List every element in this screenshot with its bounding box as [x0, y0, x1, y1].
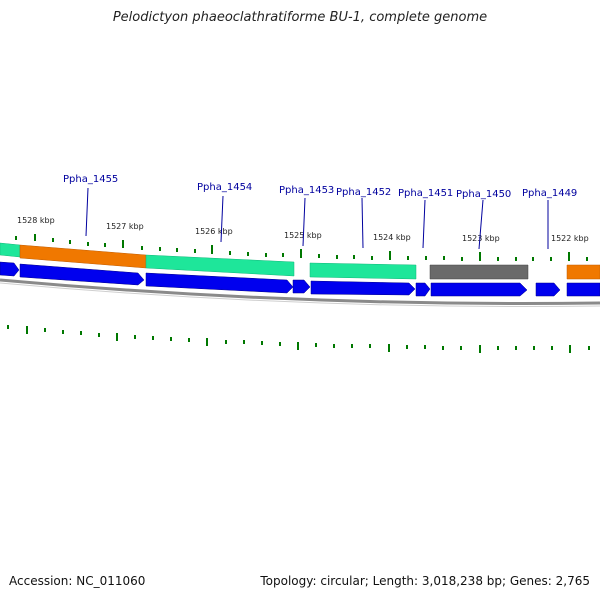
- gene-arrow[interactable]: [415, 282, 431, 297]
- kbp-label: 1525 kbp: [284, 231, 322, 240]
- kbp-label: 1524 kbp: [373, 233, 411, 242]
- gene-callouts: [85, 187, 549, 250]
- gene-label-ppha-1452[interactable]: Ppha_1452: [336, 187, 391, 198]
- gene-label-ppha-1451[interactable]: Ppha_1451: [398, 188, 453, 199]
- callout-line: [85, 187, 89, 237]
- feature-green[interactable]: [145, 254, 295, 277]
- topology-text: Topology: circular; Length: 3,018,238 bp…: [260, 574, 590, 588]
- kbp-labels: 1528 kbp 1527 kbp 1526 kbp 1525 kbp 1524…: [17, 216, 589, 243]
- gene-label-ppha-1454[interactable]: Ppha_1454: [197, 182, 252, 193]
- callout-line: [220, 195, 224, 243]
- feature-green[interactable]: [0, 242, 21, 258]
- gene-arrow[interactable]: [145, 272, 294, 294]
- kbp-label: 1523 kbp: [462, 234, 500, 243]
- callout-line: [422, 199, 426, 249]
- lower-tick-row: [7, 325, 590, 353]
- feature-gray[interactable]: [429, 264, 529, 280]
- gene-arrow[interactable]: [19, 263, 145, 286]
- genome-title: Pelodictyon phaeoclathratiforme BU-1, co…: [112, 10, 488, 25]
- gene-labels: Ppha_1455 Ppha_1454 Ppha_1453 Ppha_1452 …: [63, 174, 577, 200]
- gene-arrow[interactable]: [535, 282, 561, 297]
- kbp-label: 1526 kbp: [195, 227, 233, 236]
- gene-label-ppha-1453[interactable]: Ppha_1453: [279, 185, 334, 196]
- callout-line: [361, 197, 364, 249]
- gene-label-ppha-1455[interactable]: Ppha_1455: [63, 174, 118, 185]
- gene-arrow[interactable]: [0, 261, 20, 277]
- gene-arrow[interactable]: [430, 282, 528, 297]
- kbp-label: 1528 kbp: [17, 216, 55, 225]
- upper-tick-row: [15, 234, 588, 261]
- feature-orange[interactable]: [19, 244, 147, 269]
- accession-text: Accession: NC_011060: [9, 574, 146, 588]
- gene-arrow[interactable]: [566, 282, 600, 297]
- callout-line: [478, 199, 484, 250]
- gene-label-ppha-1449[interactable]: Ppha_1449: [522, 188, 577, 199]
- genome-backbone-shadow: [0, 282, 600, 308]
- feature-track: [0, 242, 600, 280]
- gene-arrow[interactable]: [292, 279, 311, 294]
- callout-line: [302, 197, 306, 247]
- gene-arrow[interactable]: [310, 280, 416, 296]
- kbp-label: 1522 kbp: [551, 234, 589, 243]
- gene-arrow-track: [0, 261, 600, 297]
- feature-orange[interactable]: [566, 264, 600, 280]
- kbp-label: 1527 kbp: [106, 222, 144, 231]
- gene-label-ppha-1450[interactable]: Ppha_1450: [456, 189, 511, 200]
- feature-green[interactable]: [309, 262, 417, 280]
- genome-backbone: [0, 278, 600, 306]
